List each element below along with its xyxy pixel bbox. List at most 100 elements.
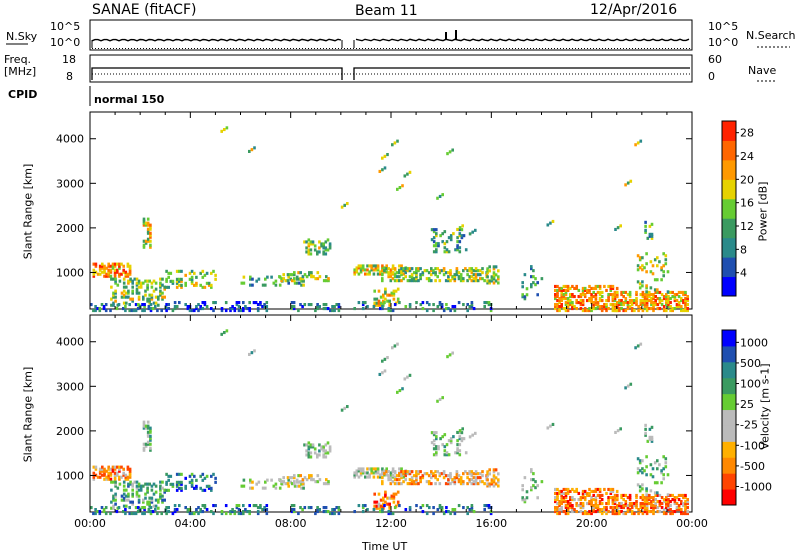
scatter-cell bbox=[373, 504, 376, 508]
scatter-cell bbox=[458, 449, 462, 453]
scatter-cell bbox=[624, 504, 628, 508]
scatter-cell bbox=[598, 500, 602, 504]
scatter-cell bbox=[114, 289, 117, 293]
scatter-cell bbox=[470, 275, 474, 279]
scatter-cell bbox=[607, 510, 610, 514]
scatter-cell bbox=[645, 252, 648, 256]
scatter-cell bbox=[669, 504, 672, 508]
scatter-cell bbox=[124, 508, 127, 512]
scatter-cell bbox=[252, 301, 256, 305]
scatter-cell bbox=[402, 472, 405, 476]
scatter-cell bbox=[408, 508, 412, 512]
scatter-cell bbox=[560, 489, 563, 493]
scatter-cell bbox=[287, 281, 290, 285]
scatter-cell bbox=[671, 510, 674, 514]
scatter-cell bbox=[462, 437, 466, 441]
scatter-cell bbox=[564, 290, 568, 294]
scatter-cell bbox=[573, 498, 576, 502]
scatter-cell bbox=[150, 498, 154, 502]
colorbar-swatch bbox=[722, 457, 736, 474]
scatter-cell bbox=[128, 309, 131, 313]
scatter-cell bbox=[600, 512, 604, 516]
scatter-cell bbox=[98, 467, 102, 471]
scatter-cell bbox=[432, 309, 435, 313]
scatter-cell bbox=[398, 269, 401, 273]
scatter-cell bbox=[278, 478, 281, 482]
scatter-cell bbox=[128, 471, 132, 475]
scatter-cell bbox=[118, 264, 121, 268]
scatter-cell bbox=[396, 287, 400, 291]
scatter-cell bbox=[105, 469, 108, 473]
scatter-cell bbox=[481, 267, 484, 271]
scatter-cell bbox=[438, 397, 442, 401]
scatter-cell bbox=[386, 356, 389, 360]
scatter-cell bbox=[154, 281, 158, 285]
scatter-cell bbox=[385, 264, 388, 268]
scatter-cell bbox=[307, 451, 311, 455]
scatter-cell bbox=[594, 502, 598, 506]
scatter-cell bbox=[566, 502, 570, 506]
scatter-cell bbox=[430, 476, 433, 480]
scatter-cell bbox=[639, 342, 643, 346]
scatter-cell bbox=[622, 506, 625, 510]
scatter-cell bbox=[652, 508, 655, 512]
scatter-cell bbox=[141, 303, 144, 307]
scatter-cell bbox=[237, 309, 241, 313]
scatter-cell bbox=[98, 307, 102, 311]
scatter-cell bbox=[184, 303, 187, 307]
scatter-cell bbox=[560, 305, 563, 309]
scatter-cell bbox=[453, 277, 457, 281]
scatter-cell bbox=[435, 228, 438, 232]
scatter-cell bbox=[326, 307, 330, 311]
scatter-cell bbox=[486, 472, 489, 476]
scatter-cell bbox=[178, 269, 181, 273]
scatter-cell bbox=[136, 510, 140, 514]
scatter-cell bbox=[146, 231, 150, 235]
scatter-cell bbox=[459, 478, 463, 482]
scatter-cell bbox=[626, 384, 630, 388]
scatter-cell bbox=[523, 297, 527, 301]
scatter-cell bbox=[90, 303, 93, 307]
scatter-cell bbox=[353, 268, 356, 272]
scatter-cell bbox=[609, 506, 613, 510]
scatter-cell bbox=[454, 451, 457, 455]
scatter-cell bbox=[415, 267, 418, 271]
scatter-cell bbox=[165, 506, 168, 510]
scatter-cell bbox=[651, 272, 655, 276]
scatter-cell bbox=[487, 504, 491, 508]
scatter-cell bbox=[134, 303, 138, 307]
scatter-cell bbox=[265, 309, 269, 313]
scatter-cell bbox=[611, 510, 615, 514]
scatter-cell bbox=[310, 474, 313, 478]
scatter-cell bbox=[316, 506, 319, 510]
scatter-cell bbox=[124, 477, 128, 481]
scatter-cell bbox=[379, 510, 382, 514]
scatter-cell bbox=[337, 512, 341, 516]
scatter-cell bbox=[645, 309, 649, 313]
scatter-cell bbox=[651, 467, 655, 471]
scatter-cell bbox=[613, 297, 617, 301]
colorbar-tick-label: 25 bbox=[740, 398, 754, 411]
scatter-cell bbox=[212, 269, 215, 273]
scatter-cell bbox=[393, 272, 397, 276]
scatter-cell bbox=[660, 293, 664, 297]
scatter-cell bbox=[488, 468, 491, 472]
scatter-cell bbox=[628, 290, 632, 294]
scatter-cell bbox=[492, 470, 496, 474]
scatter-cell bbox=[556, 293, 559, 297]
scatter-cell bbox=[605, 502, 608, 506]
scatter-cell bbox=[139, 488, 143, 492]
scatter-cell bbox=[575, 284, 578, 288]
scatter-cell bbox=[126, 272, 130, 276]
scatter-cell bbox=[664, 465, 668, 469]
scatter-cell bbox=[400, 267, 403, 271]
scatter-cell bbox=[447, 439, 451, 443]
scatter-cell bbox=[660, 299, 664, 303]
scatter-cell bbox=[474, 470, 478, 474]
scatter-cell bbox=[643, 510, 647, 514]
scatter-cell bbox=[109, 264, 113, 268]
scatter-cell bbox=[146, 434, 150, 438]
scatter-cell bbox=[122, 488, 126, 492]
scatter-cell bbox=[669, 305, 672, 309]
